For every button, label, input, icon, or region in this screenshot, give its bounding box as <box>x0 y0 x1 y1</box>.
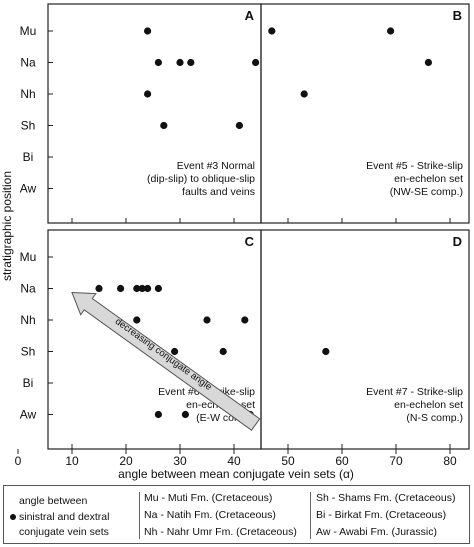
y-tick-label: Aw <box>20 408 37 422</box>
legend-marker-dot <box>10 514 16 520</box>
x-tick-label: 70 <box>389 454 403 468</box>
y-tick-label: Nh <box>20 313 35 327</box>
y-tick-label: Mu <box>20 250 37 264</box>
event-label-line: (NW-SE comp.) <box>390 186 463 198</box>
event-label-line: en-echelon set <box>394 173 463 185</box>
panel-frame <box>260 229 470 450</box>
event-label-line: Event #7 - Strike-slip <box>366 386 463 398</box>
data-point <box>268 27 276 35</box>
y-tick-label: Mu <box>20 24 37 38</box>
y-tick-label: Bi <box>23 150 34 164</box>
legend-marker-label-line2: sinistral and dextral <box>19 511 110 523</box>
event-label-line: Event #3 Normal <box>177 160 255 172</box>
decreasing-angle-arrow <box>71 291 261 431</box>
y-tick-label: Sh <box>21 119 36 133</box>
data-point <box>187 58 195 67</box>
x-tick-label: 20 <box>119 454 133 468</box>
y-tick-label: Sh <box>21 345 36 359</box>
panel-letter: B <box>453 8 462 23</box>
data-point <box>160 121 168 130</box>
legend-separator <box>310 492 311 539</box>
data-point <box>144 284 152 293</box>
data-point <box>171 347 179 356</box>
event-label-line: (N-S comp.) <box>406 412 463 424</box>
y-tick-label: Nh <box>20 87 35 101</box>
x-tick-label: 40 <box>227 454 241 468</box>
x-tick-label: 0 <box>15 454 22 468</box>
data-point <box>133 284 141 293</box>
panel-frame <box>260 3 470 224</box>
spacer <box>0 0 1 1</box>
legend-formation-mu: Mu - Muti Fm. (Cretaceous) <box>144 492 273 504</box>
event-label-line: (dip-slip) to oblique-slip <box>147 173 255 185</box>
data-point <box>424 58 432 67</box>
data-point <box>117 284 125 293</box>
legend-marker-label-line1: angle between <box>19 495 88 507</box>
data-point <box>322 347 330 356</box>
y-axis-title: stratigraphic position <box>0 171 14 281</box>
x-tick-label: 30 <box>173 454 187 468</box>
plot-layer: Mu Na Nh Sh Bi Aw Mu Na Nh Sh Bi Aw 0 10 20 30 40 50 60 70 8… <box>0 0 470 468</box>
panel-letter: D <box>453 234 462 249</box>
data-point <box>252 58 260 67</box>
data-point <box>387 27 395 35</box>
data-point <box>154 58 162 67</box>
data-point <box>235 121 243 130</box>
x-tick-label: 10 <box>65 454 79 468</box>
data-point <box>181 410 189 419</box>
data-point <box>241 316 249 324</box>
y-tick-label: Bi <box>23 376 34 390</box>
legend-formation-aw: Aw - Awabi Fm. (Jurassic) <box>316 526 437 538</box>
event-label-line: faults and veins <box>182 186 255 198</box>
y-tick-label: Na <box>20 282 36 296</box>
x-tick-label: 80 <box>443 454 457 468</box>
data-point <box>144 90 152 98</box>
legend-separator <box>139 492 140 539</box>
y-tick-label: Aw <box>20 182 37 196</box>
legend-formation-nh: Nh - Nahr Umr Fm. (Cretaceous) <box>144 526 297 538</box>
arrow-label: decreasing conjugate angle <box>113 316 214 393</box>
x-tick-label: 60 <box>335 454 349 468</box>
x-tick-label: 50 <box>281 454 295 468</box>
panel-letter: A <box>245 8 255 23</box>
legend: angle between sinistral and dextral conj… <box>3 485 470 544</box>
event-label-line: Event #5 - Strike-slip <box>366 160 463 172</box>
data-point <box>95 284 103 293</box>
event-label-line: en-echelon set <box>394 399 463 411</box>
data-point <box>133 316 141 324</box>
data-point <box>138 284 146 293</box>
data-point <box>300 90 308 98</box>
data-point <box>154 410 162 419</box>
data-point <box>154 284 162 293</box>
data-point <box>219 347 227 356</box>
data-point <box>203 316 211 324</box>
data-point <box>176 58 184 67</box>
y-tick-label: Na <box>20 56 36 70</box>
legend-formation-na: Na - Natih Fm. (Cretaceous) <box>144 509 276 521</box>
legend-formation-sh: Sh - Shams Fm. (Cretaceous) <box>316 492 456 504</box>
legend-formation-bi: Bi - Birkat Fm. (Cretaceous) <box>316 509 447 521</box>
x-axis-title: angle between mean conjugate vein sets (… <box>118 467 354 481</box>
panel-letter: C <box>245 234 255 249</box>
legend-marker-label-line3: conjugate vein sets <box>19 526 109 538</box>
data-point <box>144 27 152 35</box>
figure: Mu Na Nh Sh Bi Aw Mu Na Nh Sh Bi Aw 0 10 20 30 40 50 60 70 8… <box>0 0 470 481</box>
